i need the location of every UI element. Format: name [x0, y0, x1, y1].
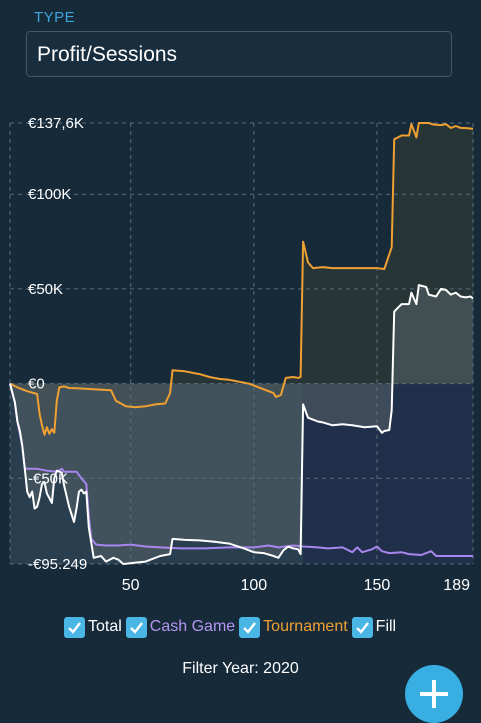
legend-tournament[interactable]: Tournament	[239, 616, 348, 638]
profit-chart: €137,6K €100K €50K €0 -€50K -€95.249 50 100 150 1…	[9, 115, 474, 594]
series-line-total	[9, 284, 474, 565]
add-session-button[interactable]	[405, 665, 463, 723]
x-tick-label: 100	[240, 577, 267, 594]
x-tick-label: 189	[443, 577, 470, 594]
x-tick-label: 150	[364, 577, 391, 594]
legend-label: Total	[88, 618, 122, 635]
type-label: TYPE	[34, 9, 76, 26]
y-tick-label: €0	[28, 376, 45, 393]
y-tick-label: €137,6K	[28, 115, 84, 132]
y-tick-label: -€50K	[28, 470, 68, 487]
tournament-fill	[10, 123, 473, 435]
fill-checkbox-icon[interactable]	[351, 616, 373, 638]
series-line-tournament	[9, 122, 474, 436]
legend-total[interactable]: Total	[64, 616, 122, 638]
legend-cash-game[interactable]: Cash Game	[125, 616, 236, 638]
filter-year-label: Filter Year: 2020	[182, 660, 299, 677]
tournament-checkbox-icon[interactable]	[239, 616, 261, 638]
type-select-value: Profit/Sessions	[37, 43, 178, 66]
y-tick-label: €50K	[28, 281, 63, 298]
chart-legend: Total Cash Game Tournament Fill	[64, 614, 400, 640]
series-line-cash-game	[9, 383, 473, 557]
y-tick-label: -€95.249	[28, 556, 87, 573]
total-fill	[10, 285, 473, 564]
legend-label: Tournament	[263, 618, 348, 635]
type-select[interactable]: Profit/Sessions	[26, 31, 452, 77]
y-tick-label: €100K	[28, 186, 71, 203]
total-checkbox-icon[interactable]	[64, 616, 85, 638]
x-tick-label: 50	[122, 577, 140, 594]
cash-game-checkbox-icon[interactable]	[125, 616, 147, 638]
legend-label: Fill	[375, 618, 397, 635]
legend-fill[interactable]: Fill	[351, 616, 397, 638]
legend-label: Cash Game	[149, 618, 236, 635]
